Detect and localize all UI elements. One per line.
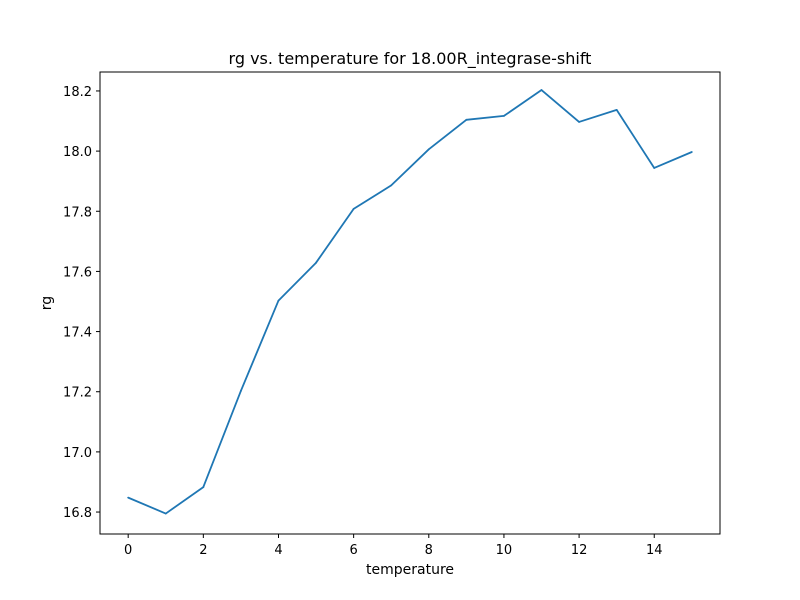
y-tick-label: 17.6 (63, 265, 92, 280)
data-point (202, 486, 205, 488)
series-line (127, 89, 693, 515)
data-point (315, 261, 317, 264)
x-tick-label: 6 (349, 543, 357, 558)
data-point (164, 512, 167, 515)
data-point (127, 496, 130, 499)
y-tick-label: 16.8 (63, 506, 92, 521)
y-tick-label: 18.0 (63, 145, 92, 160)
x-axis-label: temperature (366, 562, 454, 578)
chart-title: rg vs. temperature for 18.00R_integrase-… (229, 49, 592, 69)
plot-frame (99, 71, 721, 535)
y-tick-label: 18.2 (63, 85, 92, 100)
x-tick-label: 0 (124, 543, 132, 558)
data-point (653, 167, 656, 169)
data-point (578, 121, 580, 123)
data-point (390, 184, 393, 187)
data-point (465, 118, 468, 121)
y-tick-label: 17.0 (63, 446, 92, 461)
data-point (427, 148, 430, 151)
y-tick-label: 17.8 (63, 205, 92, 220)
x-tick-label: 8 (425, 543, 433, 558)
data-point (277, 299, 280, 302)
data-point (503, 115, 505, 117)
data-point (540, 89, 543, 91)
y-axis-ticks: 16.8 17.0 17.2 17.4 17.6 17.8 18.0 18.2 (63, 85, 100, 521)
x-tick-label: 2 (199, 543, 207, 558)
x-tick-label: 4 (274, 543, 282, 558)
data-point (352, 207, 355, 210)
data-point (240, 389, 242, 392)
series-layer (127, 89, 693, 515)
data-point (615, 108, 618, 111)
data-point (690, 151, 693, 153)
x-tick-label: 10 (496, 543, 513, 558)
x-tick-label: 12 (571, 543, 588, 558)
x-tick-label: 14 (646, 543, 663, 558)
y-tick-label: 17.2 (63, 386, 92, 401)
x-axis-ticks: 0 2 4 6 8 10 12 14 (124, 534, 663, 558)
y-axis-label: rg (39, 296, 55, 310)
y-tick-label: 17.4 (63, 326, 92, 341)
